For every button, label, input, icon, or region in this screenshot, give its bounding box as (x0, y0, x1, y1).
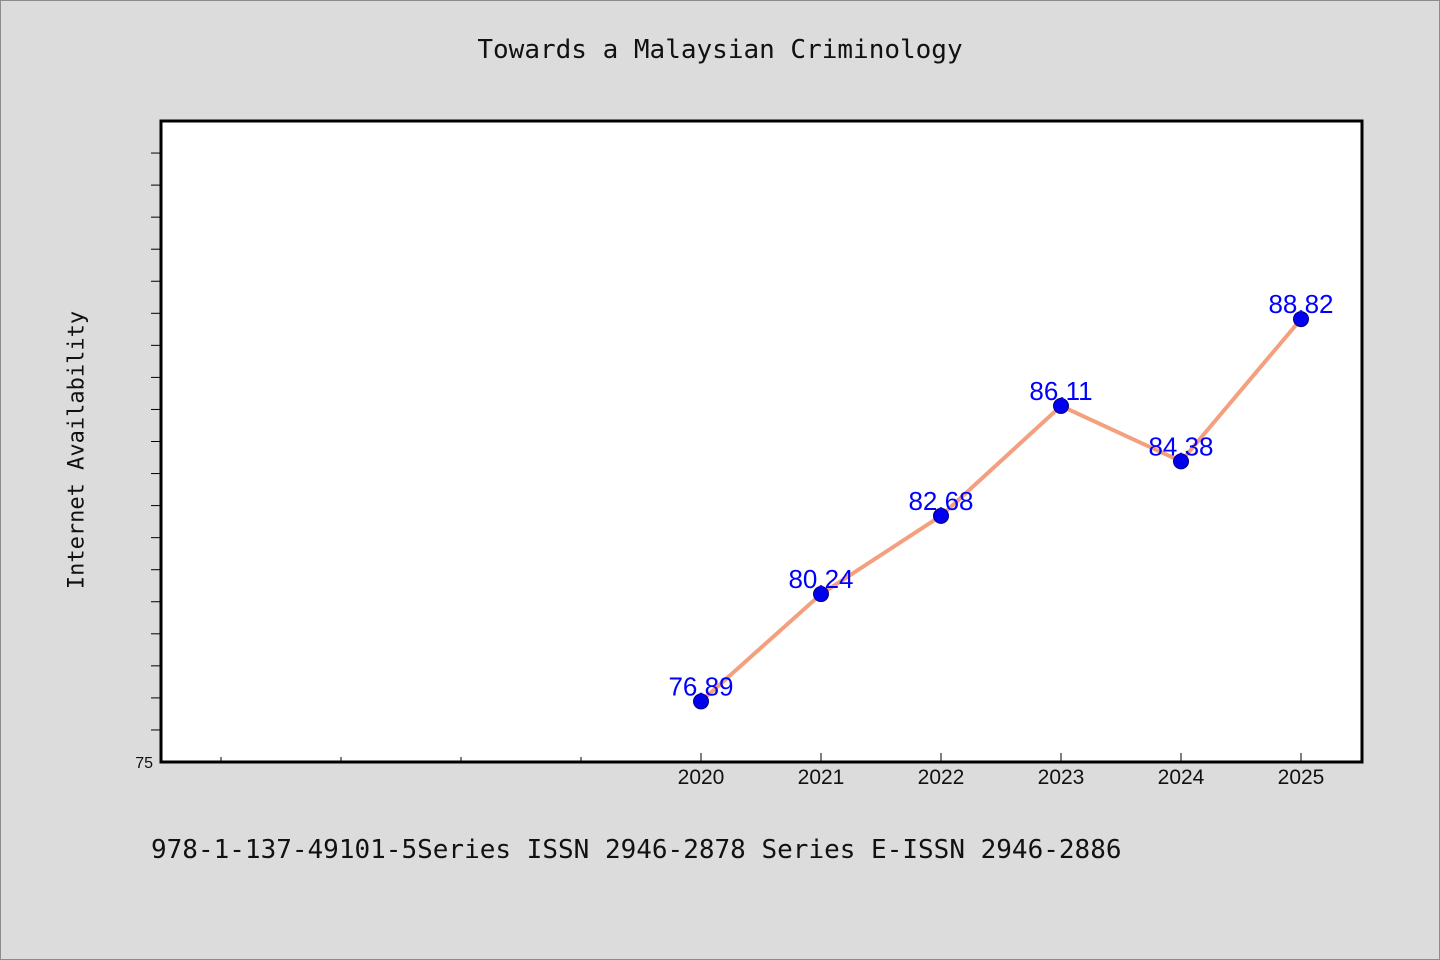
y-axis-tick-labels: 75 (135, 755, 153, 772)
y-axis-ticks (151, 152, 161, 731)
data-point (1293, 311, 1309, 328)
x-tick-label: 2020 (678, 766, 725, 789)
x-axis-tick-labels: 2020 2021 2022 2023 2024 2025 (678, 766, 1325, 789)
series-lines (699, 317, 1303, 704)
x-axis-ticks (220, 753, 1302, 762)
series-line (699, 317, 1303, 704)
data-label: 76.89 (668, 671, 733, 701)
plot-area (159, 119, 1364, 764)
data-label: 80.24 (788, 564, 853, 594)
series-points (693, 311, 1309, 710)
x-tick-label: 2022 (918, 766, 965, 789)
data-label: 84.38 (1148, 431, 1213, 461)
data-point (933, 507, 949, 524)
x-tick-label: 2023 (1038, 766, 1085, 789)
data-point (1053, 397, 1069, 414)
x-tick-label: 2021 (798, 766, 845, 789)
y-tick-label: 75 (135, 755, 153, 772)
x-tick-label: 2025 (1278, 766, 1325, 789)
data-label: 88.82 (1268, 289, 1333, 319)
chart-title: Towards a Malaysian Criminology (477, 35, 963, 65)
data-label: 82.68 (908, 486, 973, 516)
data-point (1173, 453, 1189, 470)
x-tick-label: 2024 (1158, 766, 1205, 789)
data-point (693, 693, 709, 710)
isbn-issn-footnote: 978-1-137-49101-5Series ISSN 2946-2878 S… (151, 835, 1122, 865)
data-label: 86.11 (1029, 376, 1092, 406)
data-labels: 76.89 80.24 82.68 86.11 84.38 88.82 (668, 289, 1333, 701)
data-point (813, 586, 829, 603)
